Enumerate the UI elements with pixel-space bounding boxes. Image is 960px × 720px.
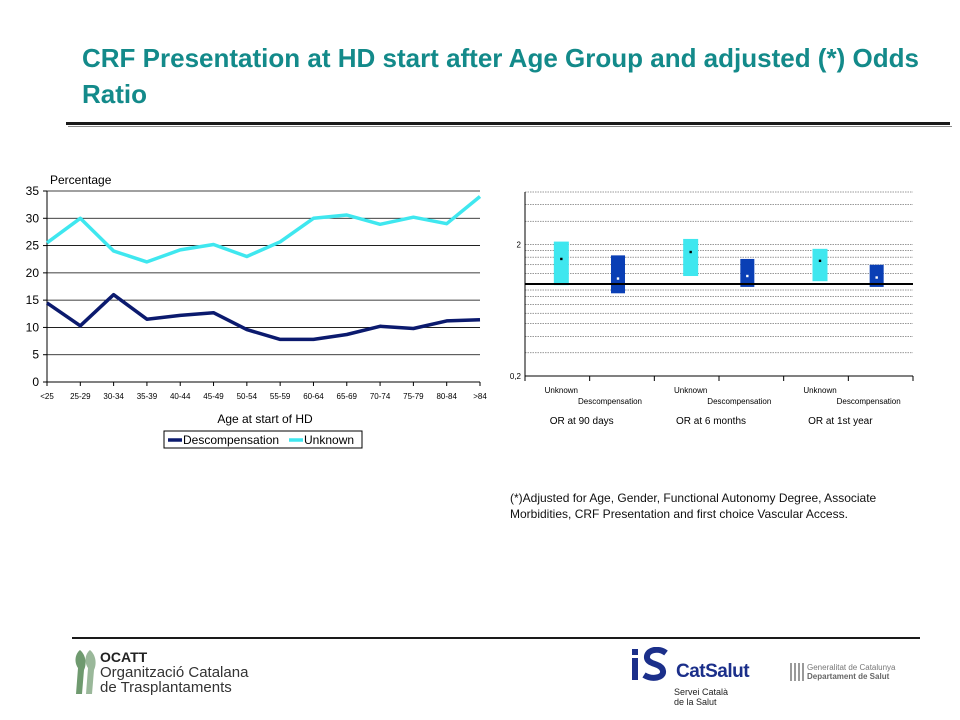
x-tick-label: 65-69	[337, 392, 358, 401]
or-bar-label: Descompensation	[707, 397, 771, 406]
or-bar-label: Descompensation	[837, 397, 901, 406]
or-bar-unknown	[553, 241, 569, 286]
or-point-estimate	[818, 259, 822, 263]
or-y-tick-label: 0,2	[510, 372, 522, 381]
series-line-descompensation	[46, 292, 481, 342]
series-line-unknown	[45, 195, 482, 264]
or-bar-label: Descompensation	[578, 397, 642, 406]
ocatt-logo: OCATT Organització Catalana de Trasplant…	[72, 648, 272, 698]
or-bar-descompensation	[740, 258, 755, 287]
footer-divider	[72, 637, 920, 639]
generalitat-logo-icon	[790, 663, 804, 681]
x-tick-label: 55-59	[270, 392, 291, 401]
legend-label-unknown: Unknown	[304, 433, 354, 447]
generalitat-logo: Generalitat de Catalunya Departament de …	[790, 663, 930, 685]
or-y-tick-label: 2	[517, 240, 522, 249]
or-bar-descompensation	[869, 264, 884, 287]
x-tick-label: 70-74	[370, 392, 391, 401]
y-axis-label: Percentage	[50, 173, 112, 187]
y-tick-label: 20	[26, 266, 40, 280]
legend-box	[163, 430, 363, 449]
catsalut-logo: CatSalut Servei Català de la Salut	[632, 645, 782, 707]
catsalut-line1: Servei Català	[674, 687, 729, 697]
ocatt-line2: de Trasplantaments	[100, 679, 232, 696]
or-bar-descompensation	[611, 255, 625, 294]
or-group-label: OR at 90 days	[550, 416, 614, 427]
or-point-estimate	[875, 276, 878, 279]
y-tick-label: 0	[32, 375, 39, 389]
percentage-line-chart: 0 5 10 15 20 25 30 35 <25 25-29 30-34 35-39 40-44 45-…	[26, 173, 487, 449]
or-point-estimate	[689, 250, 692, 254]
or-bar-label: Unknown	[545, 386, 578, 395]
catsalut-logo-icon	[632, 647, 668, 681]
x-tick-label: >84	[473, 392, 487, 401]
x-tick-label: 60-64	[303, 392, 324, 401]
slide-title: CRF Presentation at HD start after Age G…	[82, 43, 919, 109]
x-tick-label: 25-29	[70, 392, 91, 401]
generalitat-line1: Generalitat de Catalunya	[807, 663, 896, 672]
x-tick-label: 75-79	[403, 392, 424, 401]
ocatt-line1: Organització Catalana	[100, 664, 249, 681]
y-tick-label: 5	[32, 348, 39, 362]
title-divider	[66, 122, 950, 125]
x-tick-label: <25	[40, 392, 54, 401]
x-tick-label: 40-44	[170, 392, 191, 401]
catsalut-name: CatSalut	[676, 661, 750, 682]
adjustment-footnote: (*)Adjusted for Age, Gender, Functional …	[510, 491, 877, 521]
legend-label-descompensation: Descompensation	[183, 433, 279, 447]
or-group-label: OR at 1st year	[808, 416, 873, 427]
y-tick-label: 35	[26, 184, 40, 198]
x-tick-label: 30-34	[103, 392, 124, 401]
x-tick-label: 35-39	[137, 392, 158, 401]
x-tick-label: 80-84	[436, 392, 457, 401]
odds-ratio-chart: 0,22UnknownDescompensationUnknownDescomp…	[510, 191, 914, 427]
x-tick-label: 45-49	[203, 392, 224, 401]
or-point-estimate	[616, 277, 620, 280]
x-tick-label: 50-54	[237, 392, 258, 401]
y-tick-label: 15	[26, 293, 40, 307]
or-point-estimate	[746, 274, 749, 278]
ocatt-name: OCATT	[100, 649, 148, 665]
or-point-estimate	[560, 257, 563, 261]
x-axis-label: Age at start of HD	[217, 412, 313, 426]
generalitat-line2: Departament de Salut	[807, 672, 890, 681]
catsalut-line2: de la Salut	[674, 697, 717, 707]
y-tick-label: 30	[26, 211, 40, 225]
or-bar-unknown	[683, 238, 699, 277]
or-bar-label: Unknown	[803, 386, 836, 395]
title-divider-shadow	[68, 126, 952, 127]
ocatt-logo-icon	[75, 650, 96, 694]
or-bar-unknown	[812, 248, 828, 282]
or-group-label: OR at 6 months	[676, 416, 746, 427]
y-tick-label: 25	[26, 239, 40, 253]
y-tick-label: 10	[26, 320, 40, 334]
or-bar-label: Unknown	[674, 386, 707, 395]
